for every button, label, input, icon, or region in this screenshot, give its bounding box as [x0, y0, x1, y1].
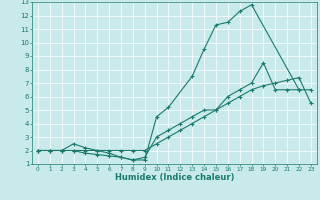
X-axis label: Humidex (Indice chaleur): Humidex (Indice chaleur): [115, 173, 234, 182]
